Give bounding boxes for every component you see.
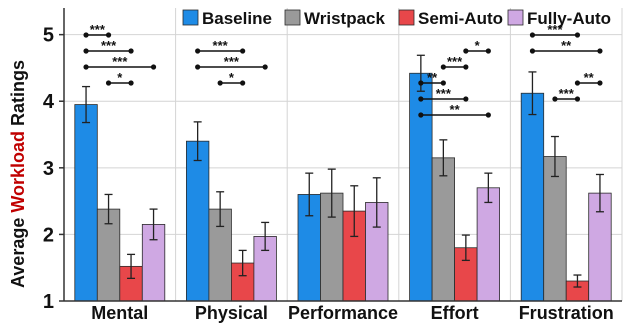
significance-endpoint xyxy=(463,96,469,102)
significance-endpoint xyxy=(529,48,536,54)
y-axis-label-highlight: Workload xyxy=(8,131,28,213)
significance-label: *** xyxy=(90,22,106,37)
significance-label: * xyxy=(117,70,123,85)
error-bars-layer xyxy=(82,54,604,288)
significance-annotations: ************************************** xyxy=(83,22,603,118)
significance-label: *** xyxy=(436,86,452,101)
significance-label: * xyxy=(475,38,481,53)
bar xyxy=(185,140,210,302)
significance-label: *** xyxy=(112,54,128,69)
bar xyxy=(74,104,98,302)
significance-endpoint xyxy=(83,64,89,70)
y-axis-label-part: Average xyxy=(8,213,28,288)
significance-endpoint xyxy=(150,64,157,70)
significance-endpoint xyxy=(574,32,581,38)
legend-swatch xyxy=(182,9,199,26)
significance-label: ** xyxy=(450,102,461,117)
significance-label: *** xyxy=(224,54,240,69)
bar xyxy=(543,156,567,302)
significance-endpoint xyxy=(597,48,603,54)
significance-endpoint xyxy=(463,48,469,54)
y-tick-label: 2 xyxy=(43,224,54,246)
legend-label: Baseline xyxy=(202,9,272,28)
significance-endpoint xyxy=(574,96,581,102)
significance-label: * xyxy=(229,70,235,85)
significance-endpoint xyxy=(105,80,112,86)
significance-label: *** xyxy=(559,86,575,101)
bars-layer xyxy=(74,72,612,302)
legend-label: Semi-Auto xyxy=(418,9,503,28)
significance-endpoint xyxy=(440,80,446,86)
significance-endpoint xyxy=(574,80,581,86)
significance-endpoint xyxy=(485,112,491,118)
significance-endpoint xyxy=(418,112,424,118)
y-axis-label-part: Ratings xyxy=(8,60,28,131)
significance-endpoint xyxy=(240,80,246,86)
legend-swatch xyxy=(284,9,301,26)
significance-endpoint xyxy=(217,80,223,86)
x-category-label: Performance xyxy=(288,303,398,323)
significance-endpoint xyxy=(440,64,446,70)
bar xyxy=(476,187,501,302)
x-category-label: Effort xyxy=(431,303,479,323)
y-tick-label: 5 xyxy=(43,25,54,47)
significance-endpoint xyxy=(262,64,268,70)
significance-label: *** xyxy=(447,54,463,69)
significance-endpoint xyxy=(128,48,134,54)
x-category-label: Mental xyxy=(91,303,148,323)
legend-swatch xyxy=(507,9,524,26)
y-axis-label: Average Workload Ratings xyxy=(8,60,28,288)
significance-endpoint xyxy=(597,80,603,86)
x-category-label: Frustration xyxy=(519,303,614,323)
bar xyxy=(431,157,456,302)
significance-endpoint xyxy=(463,64,469,70)
significance-label: ** xyxy=(427,70,438,85)
y-tick-label: 1 xyxy=(43,291,54,313)
legend-swatch xyxy=(398,9,415,26)
x-category-labels: Mental Physical Performance Effort Frustrati… xyxy=(91,303,613,323)
y-tick-label: 4 xyxy=(43,91,55,113)
bar xyxy=(409,72,433,302)
significance-endpoint xyxy=(529,32,536,38)
significance-label: *** xyxy=(213,38,229,53)
axes xyxy=(59,8,622,302)
significance-endpoint xyxy=(552,96,558,102)
legend-label: Wristpack xyxy=(304,9,385,28)
significance-endpoint xyxy=(418,80,424,86)
significance-endpoint xyxy=(105,32,112,38)
significance-endpoint xyxy=(83,32,89,38)
significance-endpoint xyxy=(128,80,134,86)
significance-endpoint xyxy=(83,48,89,54)
significance-label: ** xyxy=(584,70,595,85)
significance-endpoint xyxy=(195,48,201,54)
bar xyxy=(520,92,545,302)
significance-label: *** xyxy=(547,22,563,37)
legend-label: Fully-Auto xyxy=(527,9,611,28)
significance-label: *** xyxy=(101,38,117,53)
y-tick-label: 3 xyxy=(43,158,54,180)
legend: Baseline Wristpack Semi-Auto Fully-Auto xyxy=(182,9,611,28)
significance-endpoint xyxy=(195,64,201,70)
significance-endpoint xyxy=(418,96,424,102)
significance-endpoint xyxy=(240,48,246,54)
x-category-label: Physical xyxy=(195,303,268,323)
y-tick-labels: 1 2 3 4 5 xyxy=(43,25,55,313)
significance-endpoint xyxy=(485,48,491,54)
significance-label: ** xyxy=(561,38,572,53)
